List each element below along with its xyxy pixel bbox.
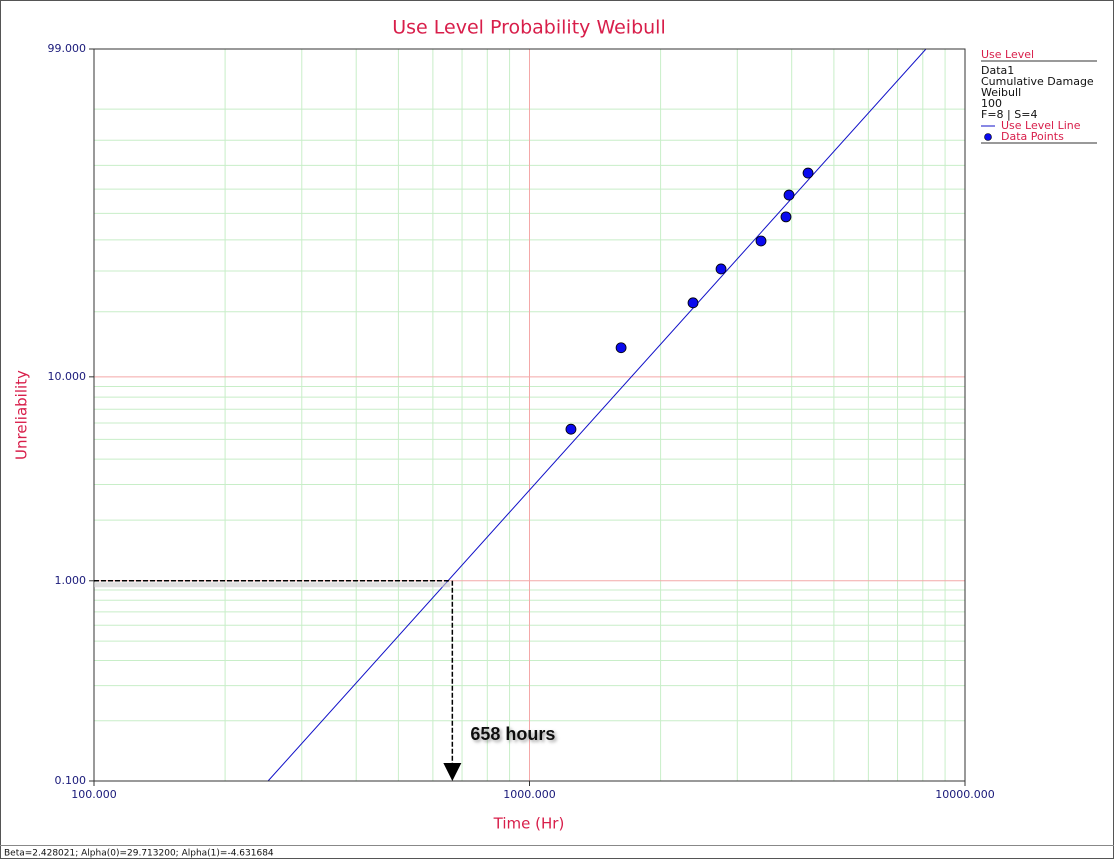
data-point [565,423,577,435]
y-tick-label: 1.000 [55,574,87,587]
legend-label: Data Points [1001,130,1064,143]
legend-swatch [984,133,992,141]
data-point [755,235,767,247]
plot-border [93,48,966,782]
legend-info: Cumulative Damage [981,75,1094,88]
y-axis-label: Unreliability [13,370,31,460]
legend-info: F=8 | S=4 [981,108,1037,121]
legend-label: Use Level Line [1001,119,1081,132]
y-tick-label: 0.100 [55,774,87,787]
legend-info: Weibull [981,86,1021,99]
data-point [615,342,627,354]
use-level-line [267,49,927,781]
data-point [687,297,699,309]
legend-info: 100 [981,97,1002,110]
x-tick-label: 100.000 [71,788,117,801]
y-tick-label: 99.000 [48,42,87,55]
status-text: Beta=2.428021; Alpha(0)=29.713200; Alpha… [4,849,274,859]
legend-info: Data1 [981,64,1014,77]
annotation-label: 658 hours [470,724,555,744]
data-point [802,167,814,179]
annotation-arrow [443,763,462,781]
x-tick-label: 10000.000 [935,788,995,801]
y-tick-label: 10.000 [48,370,87,383]
legend-title: Use Level [981,48,1034,61]
plot [267,49,927,781]
data-point [780,211,792,223]
grid [93,48,966,782]
x-axis-label: Time (Hr) [493,815,565,833]
data-point [715,263,727,275]
data-point [783,189,795,201]
x-tick-label: 1000.000 [503,788,556,801]
chart-title: Use Level Probability Weibull [392,17,666,39]
